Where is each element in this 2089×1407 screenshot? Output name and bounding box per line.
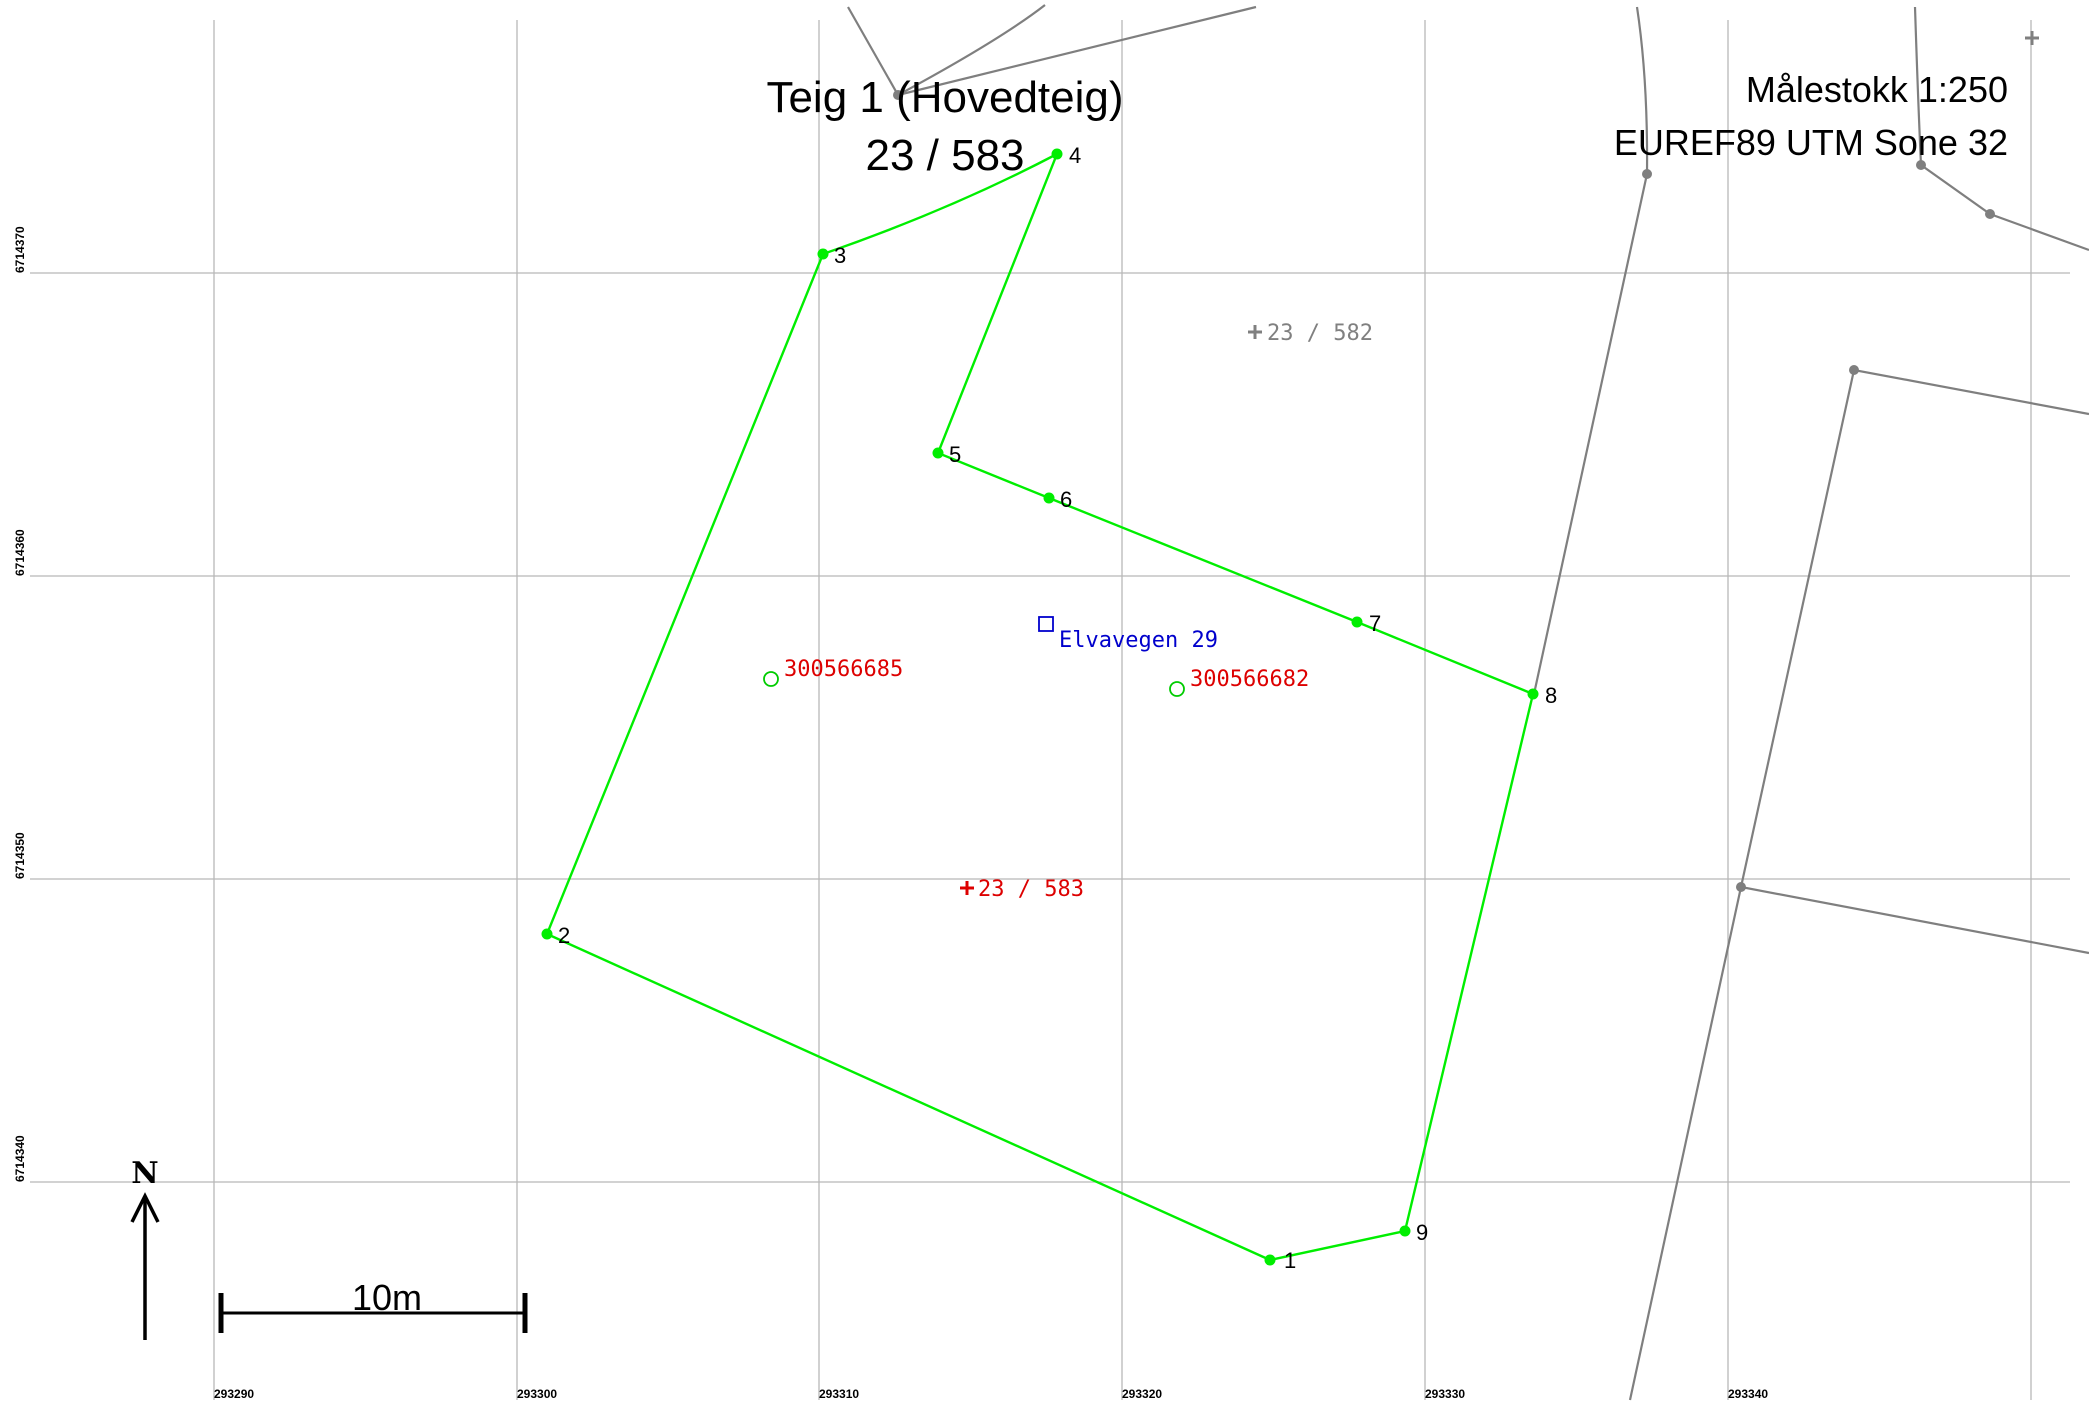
y-tick-6714370: 6714370 xyxy=(13,226,27,273)
grid-lines xyxy=(30,20,2070,1400)
neighbor-vertex xyxy=(1985,209,1995,219)
boundary-point-4[interactable] xyxy=(1051,148,1063,160)
point-label-5: 5 xyxy=(949,442,961,467)
boundary-point-labels: 1 2 3 4 5 6 7 8 9 xyxy=(558,143,1557,1273)
neighbor-parcel-label: 23 / 582 xyxy=(1267,321,1373,346)
y-axis-labels: 6714370 6714360 6714350 6714340 xyxy=(13,226,27,1182)
boundary-point-9[interactable] xyxy=(1399,1225,1411,1237)
x-axis-labels: 293290 293300 293310 293320 293330 29334… xyxy=(214,1387,1768,1401)
neighbor-boundaries xyxy=(847,4,2089,1401)
boundary-point-8[interactable] xyxy=(1527,688,1539,700)
boundary-point-5[interactable] xyxy=(932,447,944,459)
boundary-vertices xyxy=(541,148,1539,1266)
north-label: N xyxy=(131,1156,158,1191)
point-label-9: 9 xyxy=(1416,1220,1428,1245)
scale-bar xyxy=(218,1293,528,1333)
y-tick-6714360: 6714360 xyxy=(13,529,27,576)
neighbor-vertex xyxy=(1642,169,1652,179)
neighbor-line-right-middle xyxy=(1739,368,2089,955)
address-label: Elvavegen 29 xyxy=(1059,628,1218,653)
point-label-6: 6 xyxy=(1060,487,1072,512)
point-label-7: 7 xyxy=(1369,611,1381,636)
neighbor-vertex xyxy=(1736,882,1746,892)
point-label-3: 3 xyxy=(834,243,846,268)
x-tick-293290: 293290 xyxy=(214,1387,254,1401)
neighbor-parcel-plus-icon xyxy=(1248,325,1262,339)
boundary-point-3[interactable] xyxy=(817,248,829,260)
building-id-label: 300566685 xyxy=(784,657,903,682)
point-label-2: 2 xyxy=(558,923,570,948)
scale-text: Målestokk 1:250 xyxy=(1746,69,2008,110)
point-label-1: 1 xyxy=(1284,1248,1296,1273)
boundary-point-1[interactable] xyxy=(1264,1254,1276,1266)
neighbor-vertices xyxy=(893,90,1995,892)
parcel-center-plus-icon xyxy=(960,881,974,895)
map-subtitle: 23 / 583 xyxy=(865,131,1024,180)
neighbor-line-bottom xyxy=(1628,886,1743,1401)
boundary-point-7[interactable] xyxy=(1351,616,1363,628)
plus-icon xyxy=(2025,31,2039,45)
point-label-4: 4 xyxy=(1069,143,1081,168)
y-tick-6714340: 6714340 xyxy=(13,1135,27,1182)
neighbor-vertex xyxy=(1916,160,1926,170)
neighbor-line-topleft xyxy=(847,4,1046,97)
x-tick-293330: 293330 xyxy=(1425,1387,1465,1401)
x-tick-293300: 293300 xyxy=(517,1387,557,1401)
point-label-8: 8 xyxy=(1545,683,1557,708)
neighbor-vertex xyxy=(1849,365,1859,375)
parcel-number-label: 23 / 583 xyxy=(978,877,1084,902)
x-tick-293340: 293340 xyxy=(1728,1387,1768,1401)
y-tick-6714350: 6714350 xyxy=(13,832,27,879)
north-arrow-icon xyxy=(130,1192,160,1340)
building-id-label: 300566682 xyxy=(1190,667,1309,692)
neighbor-line-diagonal xyxy=(897,5,1257,97)
boundary-point-2[interactable] xyxy=(541,928,553,940)
neighbor-line-vertical-a xyxy=(1532,6,1649,695)
building-marker-icon[interactable] xyxy=(763,671,779,687)
x-tick-293310: 293310 xyxy=(819,1387,859,1401)
x-tick-293320: 293320 xyxy=(1122,1387,1162,1401)
address-square-icon[interactable] xyxy=(1038,616,1054,632)
boundary-point-6[interactable] xyxy=(1043,492,1055,504)
map-title: Teig 1 (Hovedteig) xyxy=(766,73,1123,122)
neighbor-vertex xyxy=(893,90,903,100)
crs-text: EUREF89 UTM Sone 32 xyxy=(1614,122,2008,163)
parcel-boundary xyxy=(545,151,1535,1262)
scale-bar-label: 10m xyxy=(352,1277,422,1318)
building-marker-icon[interactable] xyxy=(1169,681,1185,697)
